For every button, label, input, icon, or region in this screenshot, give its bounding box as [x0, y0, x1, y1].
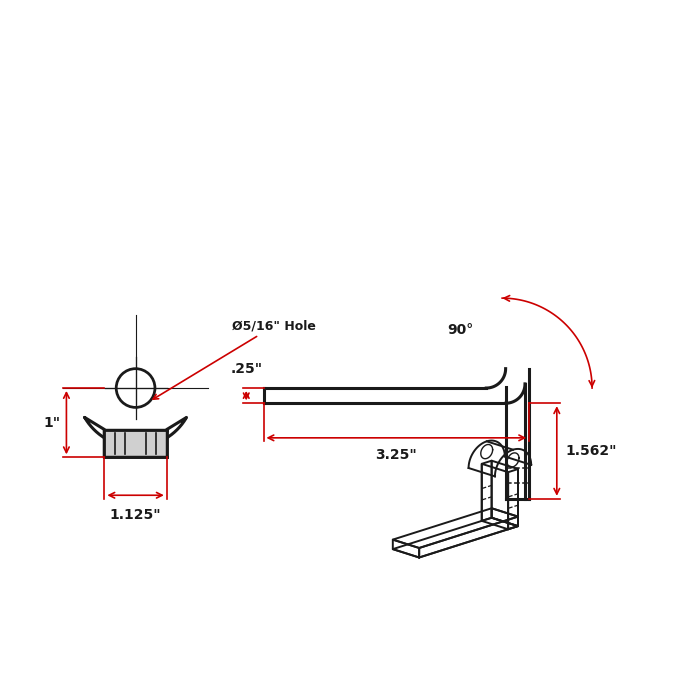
Bar [104, 430, 167, 457]
Text: 1": 1" [44, 416, 61, 430]
Text: 3.25": 3.25" [375, 448, 417, 462]
Text: .25": .25" [230, 362, 262, 376]
Text: Ø5/16" Hole: Ø5/16" Hole [153, 319, 316, 399]
Text: 1.125": 1.125" [110, 508, 162, 522]
Text: 1.562": 1.562" [565, 444, 617, 458]
Text: 90°: 90° [447, 323, 474, 337]
